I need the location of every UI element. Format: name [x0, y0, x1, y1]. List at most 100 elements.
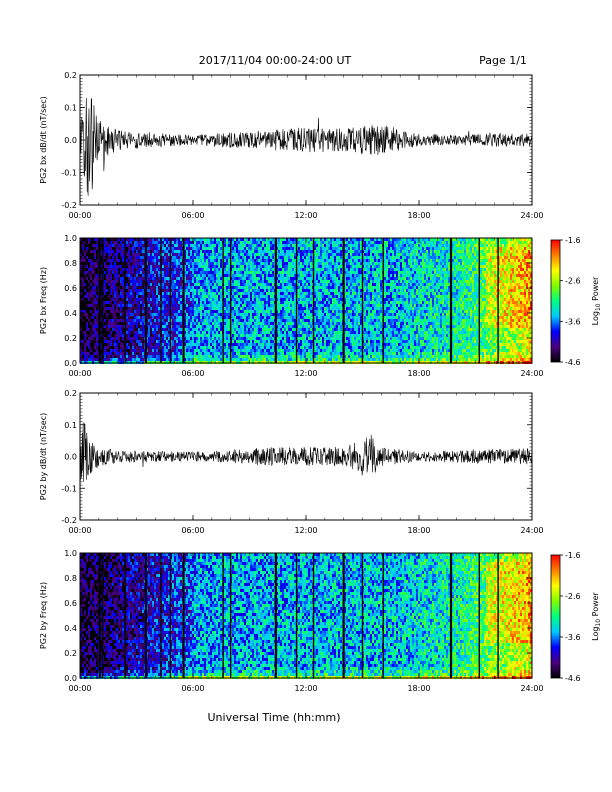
spectrogram-cell [218, 274, 220, 277]
spectrogram-cell [198, 280, 200, 283]
spectrogram-cell [112, 337, 114, 340]
spectrogram-cell [180, 268, 182, 271]
spectrogram-cell [184, 340, 186, 343]
spectrogram-cell [178, 241, 180, 244]
spectrogram-cell [132, 355, 134, 358]
spectrogram-cell [208, 355, 210, 358]
spectrogram-cell [238, 322, 240, 325]
spectrogram-cell [278, 316, 280, 319]
spectrogram-cell [248, 307, 250, 310]
spectrogram-cell [136, 358, 138, 361]
spectrogram-cell [298, 304, 300, 307]
spectrogram-cell [112, 358, 114, 361]
spectrogram-cell [188, 286, 190, 289]
spectrogram-cell [96, 307, 98, 310]
spectrogram-cell [94, 280, 96, 283]
spectrogram-cell [258, 274, 260, 277]
spectrogram-cell [180, 343, 182, 346]
spectrogram-cell [224, 286, 226, 289]
spectrogram-cell [196, 313, 198, 316]
spectrogram-cell [148, 307, 150, 310]
spectrogram-cell [238, 253, 240, 256]
spectrogram-cell [186, 307, 188, 310]
spectrogram-cell [84, 310, 86, 313]
spectrogram-cell [94, 253, 96, 256]
spectrogram-cell [112, 301, 114, 304]
spectrogram-cell [136, 349, 138, 352]
spectrogram-cell [204, 322, 206, 325]
spectrogram-cell [132, 271, 134, 274]
spectrogram-cell [244, 289, 246, 292]
spectrogram-cell [100, 298, 102, 301]
spectrogram-cell [228, 244, 230, 247]
spectrogram-cell [278, 259, 280, 262]
spectrogram-cell [300, 274, 302, 277]
spectrogram-cell [158, 355, 160, 358]
spectrogram-cell [206, 331, 208, 334]
spectrogram-cell [270, 337, 272, 340]
spectrogram-cell [156, 334, 158, 337]
spectrogram-cell [152, 322, 154, 325]
spectrogram-cell [200, 241, 202, 244]
spectrogram-cell [294, 289, 296, 292]
spectrogram-cell [286, 307, 288, 310]
spectrogram-cell [248, 256, 250, 259]
spectrogram-cell [194, 301, 196, 304]
spectrogram-cell [126, 241, 128, 244]
spectrogram-cell [130, 343, 132, 346]
spectrogram-cell [278, 295, 280, 298]
spectrogram-cell [120, 250, 122, 253]
spectrogram-cell [254, 283, 256, 286]
spectrogram-cell [112, 283, 114, 286]
spectrogram-cell [224, 307, 226, 310]
spectrogram-cell [132, 304, 134, 307]
spectrogram-cell [106, 304, 108, 307]
spectrogram-cell [280, 346, 282, 349]
spectrogram-cell [134, 334, 136, 337]
spectrogram-cell [218, 289, 220, 292]
spectrogram-cell [140, 325, 142, 328]
spectrogram-cell [204, 247, 206, 250]
spectrogram-cell [304, 301, 306, 304]
spectrogram-cell [116, 256, 118, 259]
spectrogram-cell [82, 277, 84, 280]
spectrogram-cell [268, 349, 270, 352]
spectrogram-cell [174, 310, 176, 313]
spectrogram-cell [202, 349, 204, 352]
spectrogram-cell [270, 301, 272, 304]
spectrogram-cell [116, 325, 118, 328]
spectrogram-cell [272, 349, 274, 352]
spectrogram-cell [176, 244, 178, 247]
spectrogram-cell [248, 355, 250, 358]
spectrogram-cell [202, 259, 204, 262]
spectrogram-cell [198, 334, 200, 337]
spectrogram-cell [258, 310, 260, 313]
spectrogram-cell [100, 346, 102, 349]
spectrogram-cell [282, 274, 284, 277]
spectrogram-cell [80, 280, 82, 283]
spectrogram-cell [282, 253, 284, 256]
spectrogram-cell [188, 313, 190, 316]
spectrogram-cell [90, 256, 92, 259]
spectrogram-cell [212, 271, 214, 274]
spectrogram-cell [128, 256, 130, 259]
spectrogram-cell [148, 340, 150, 343]
spectrogram-cell [114, 328, 116, 331]
spectrogram-cell [172, 259, 174, 262]
spectrogram-cell [86, 271, 88, 274]
spectrogram-cell [142, 337, 144, 340]
spectrogram-cell [178, 316, 180, 319]
spectrogram-cell [178, 292, 180, 295]
spectrogram-cell [84, 343, 86, 346]
spectrogram-cell [260, 241, 262, 244]
spectrogram-cell [142, 334, 144, 337]
spectrogram-cell [260, 301, 262, 304]
spectrogram-cell [214, 244, 216, 247]
x-tick-label: 18:00 [407, 211, 430, 220]
spectrogram-cell [268, 310, 270, 313]
spectrogram-cell [302, 337, 304, 340]
spectrogram-cell [202, 241, 204, 244]
spectrogram-cell [150, 244, 152, 247]
spectrogram-cell [166, 355, 168, 358]
